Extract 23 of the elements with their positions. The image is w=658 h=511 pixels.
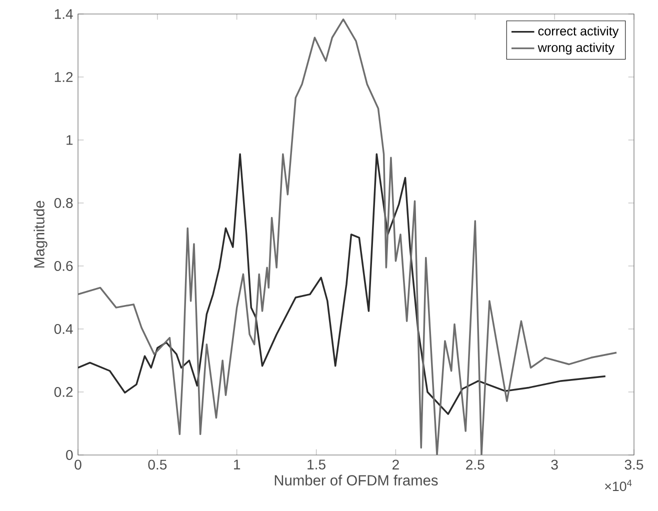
x-axis-title: Number of OFDM frames [274,474,438,486]
y-tick-label: 0.2 [54,387,73,397]
y-tick-label: 1.4 [54,9,73,19]
x-tick-label: 0 [74,460,82,470]
text: ×10$^{4}$ [605,480,632,492]
legend-label: correct activity [538,26,619,38]
x-tick-label: 3 [551,460,558,470]
x-tick-label: 0.5 [148,460,167,470]
x-tick-label: 1 [234,460,240,470]
y-tick-label: 0.4 [54,324,73,334]
x-tick-label: 2.5 [466,460,484,470]
y-tick-label: 0 [66,450,73,460]
x-tick-label: 3.5 [624,460,644,470]
line-series [78,153,606,415]
legend-label: wrong activity [538,42,614,55]
x-tick-label: 1.5 [308,460,326,470]
y-axis-title: Magnitude [34,200,48,268]
line-series [78,18,618,455]
y-tick-label: 0.8 [54,198,73,208]
x-tick-label: 2 [392,460,399,470]
y-tick-label: 1 [66,135,73,145]
y-tick-label: 1.2 [54,72,73,82]
y-tick-label: 0.6 [54,261,73,271]
